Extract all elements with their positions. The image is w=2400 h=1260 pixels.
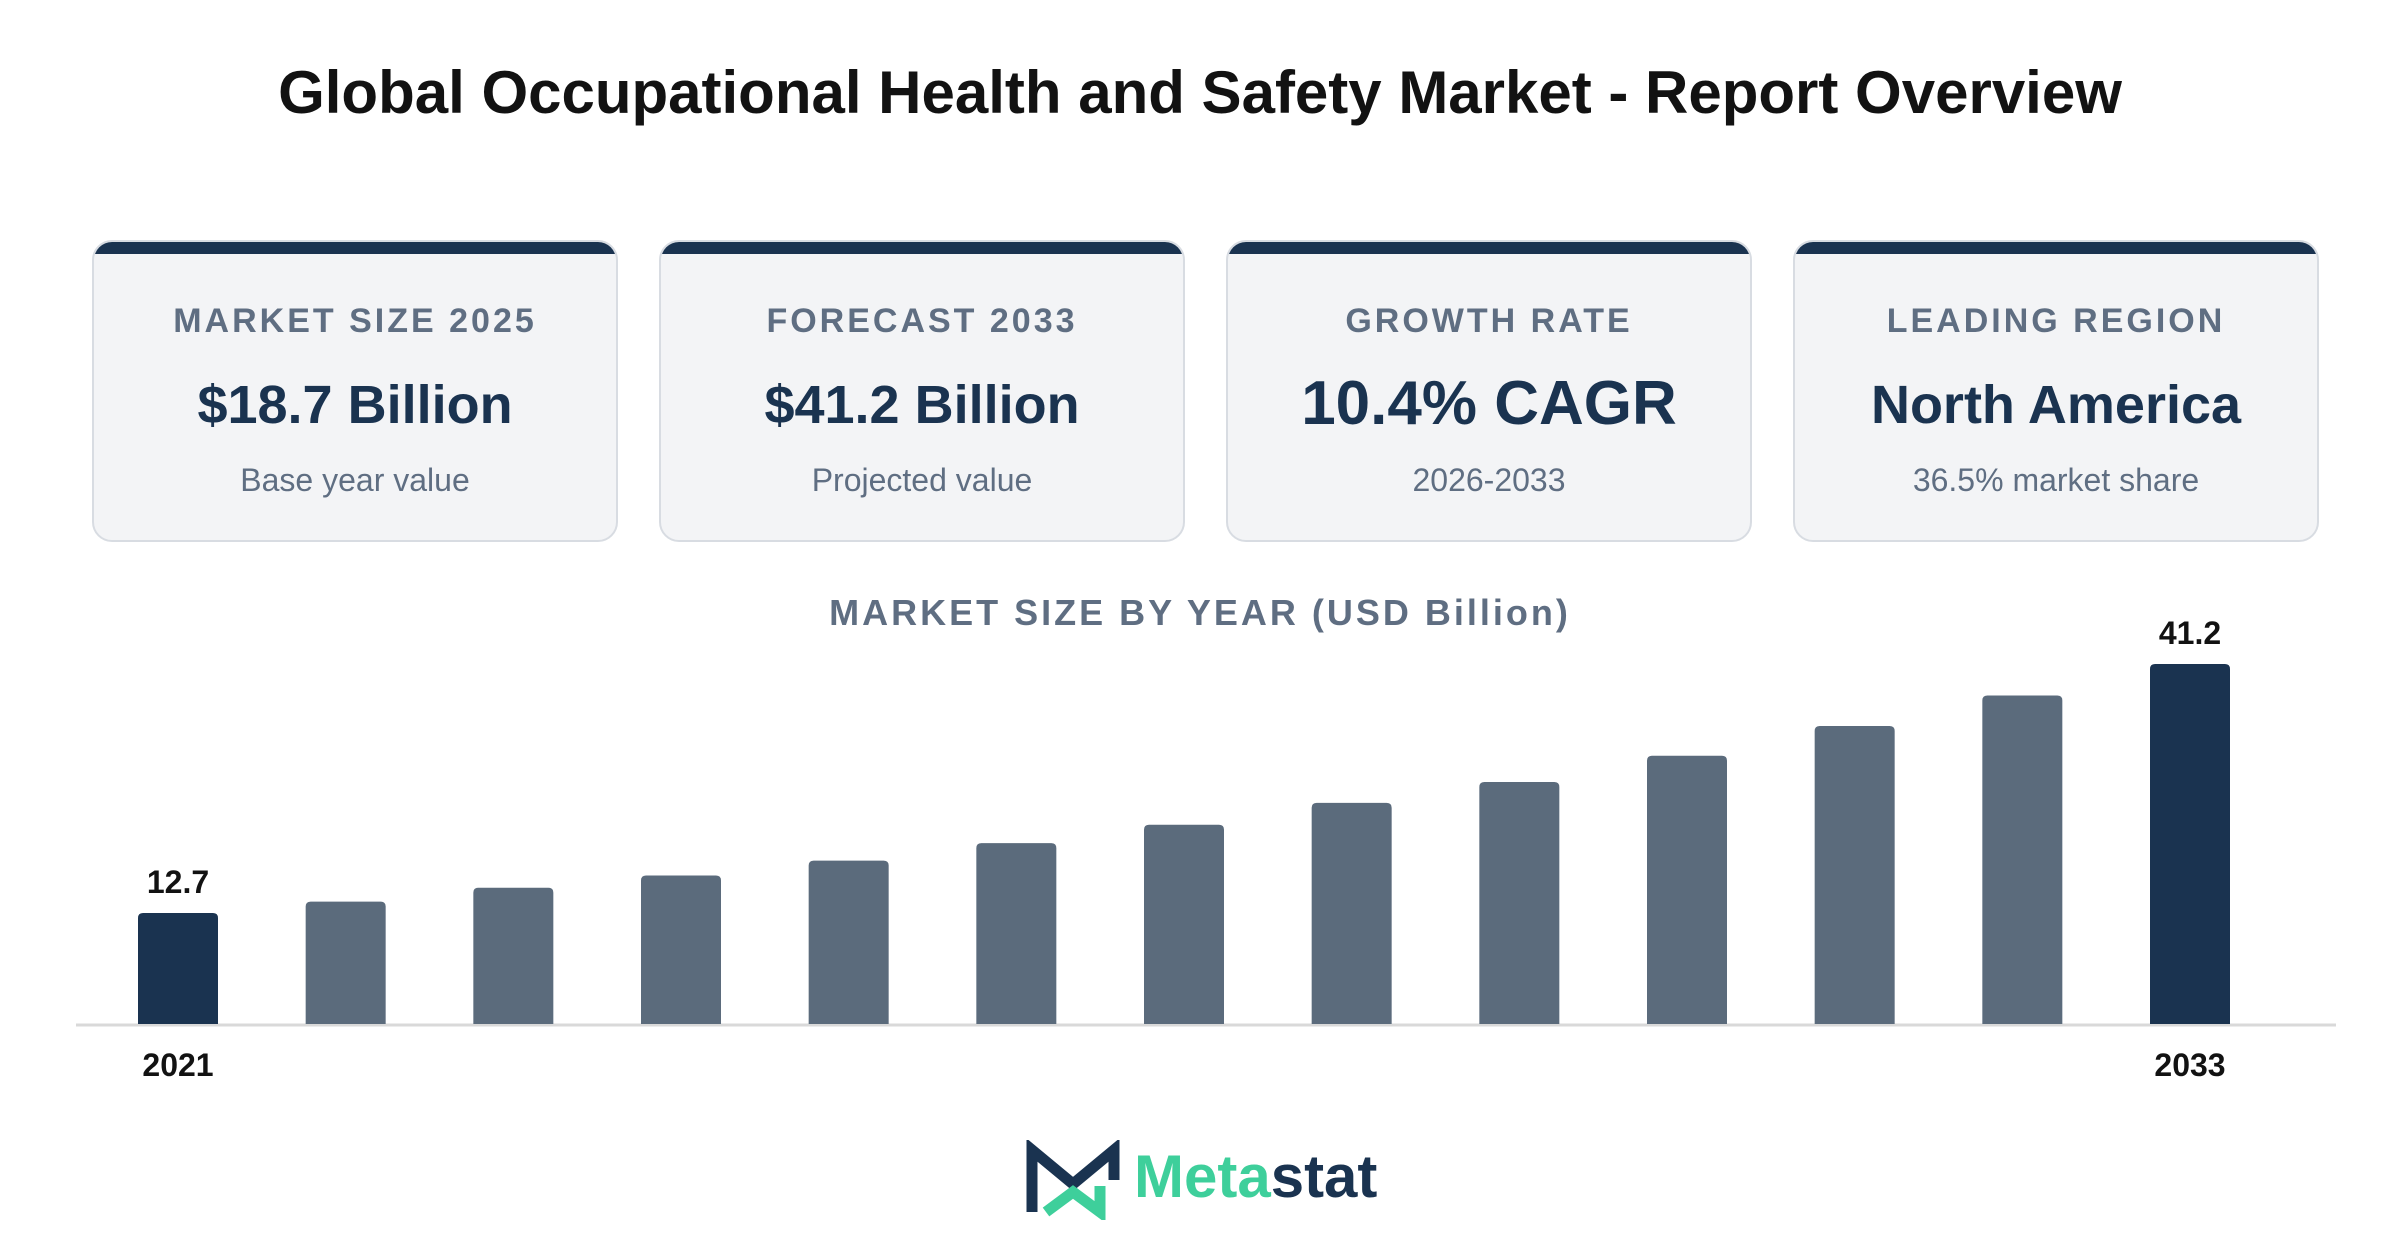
tick-label-2033: 2033: [2154, 1047, 2225, 1083]
card-value: $18.7 Billion: [197, 375, 513, 435]
bar-2025: [808, 860, 889, 1024]
card-label: LEADING REGION: [1886, 302, 2226, 340]
bar-2026: [976, 843, 1057, 1024]
bar-2029: [1479, 781, 1560, 1024]
bar-2024: [641, 875, 721, 1024]
card-subtext: Projected value: [811, 462, 1033, 498]
stat-card-growth-rate: GROWTH RATE 10.4% CAGR 2026-2033: [1226, 240, 1752, 542]
bar-2030: [1647, 755, 1727, 1024]
tick-label-2021: 2021: [142, 1047, 213, 1083]
value-label-2021: 12.7: [147, 864, 209, 900]
logo-mark-icon: [1026, 1138, 1120, 1223]
logo-text-stat: stat: [1270, 1143, 1378, 1210]
value-label-2033: 41.2: [2159, 615, 2221, 651]
card-label: GROWTH RATE: [1345, 302, 1633, 340]
logo-wordmark: Metastat: [1134, 1142, 1377, 1211]
bar-2028: [1311, 802, 1392, 1024]
stat-card-market-size: MARKET SIZE 2025 $18.7 Billion Base year…: [92, 240, 618, 542]
bar-2022: [305, 901, 386, 1024]
card-value: North America: [1870, 375, 2242, 435]
card-label: FORECAST 2033: [766, 302, 1078, 340]
bar-2033: [2150, 664, 2230, 1024]
bar-2023: [473, 887, 554, 1024]
bar-2032: [1982, 695, 2063, 1024]
card-value: $41.2 Billion: [764, 375, 1080, 435]
chart-title: MARKET SIZE BY YEAR (USD Billion): [829, 592, 1571, 633]
stat-card-forecast: FORECAST 2033 $41.2 Billion Projected va…: [659, 240, 1185, 542]
metastat-logo: Metastat: [1026, 1138, 1396, 1223]
logo-text-meta: Meta: [1134, 1143, 1271, 1210]
bar-2021: [138, 913, 218, 1024]
bar-2027: [1144, 824, 1224, 1024]
page-title: Global Occupational Health and Safety Ma…: [278, 59, 2122, 126]
card-value: 10.4% CAGR: [1301, 369, 1677, 438]
bar-chart: 12.7 2021 41.2 2033: [76, 615, 2336, 1083]
card-subtext: 36.5% market share: [1912, 462, 2200, 498]
bar-2031: [1814, 726, 1895, 1024]
card-subtext: Base year value: [240, 462, 470, 498]
stat-card-leading-region: LEADING REGION North America 36.5% marke…: [1793, 240, 2319, 542]
card-subtext: 2026-2033: [1412, 462, 1566, 498]
card-label: MARKET SIZE 2025: [173, 302, 537, 340]
